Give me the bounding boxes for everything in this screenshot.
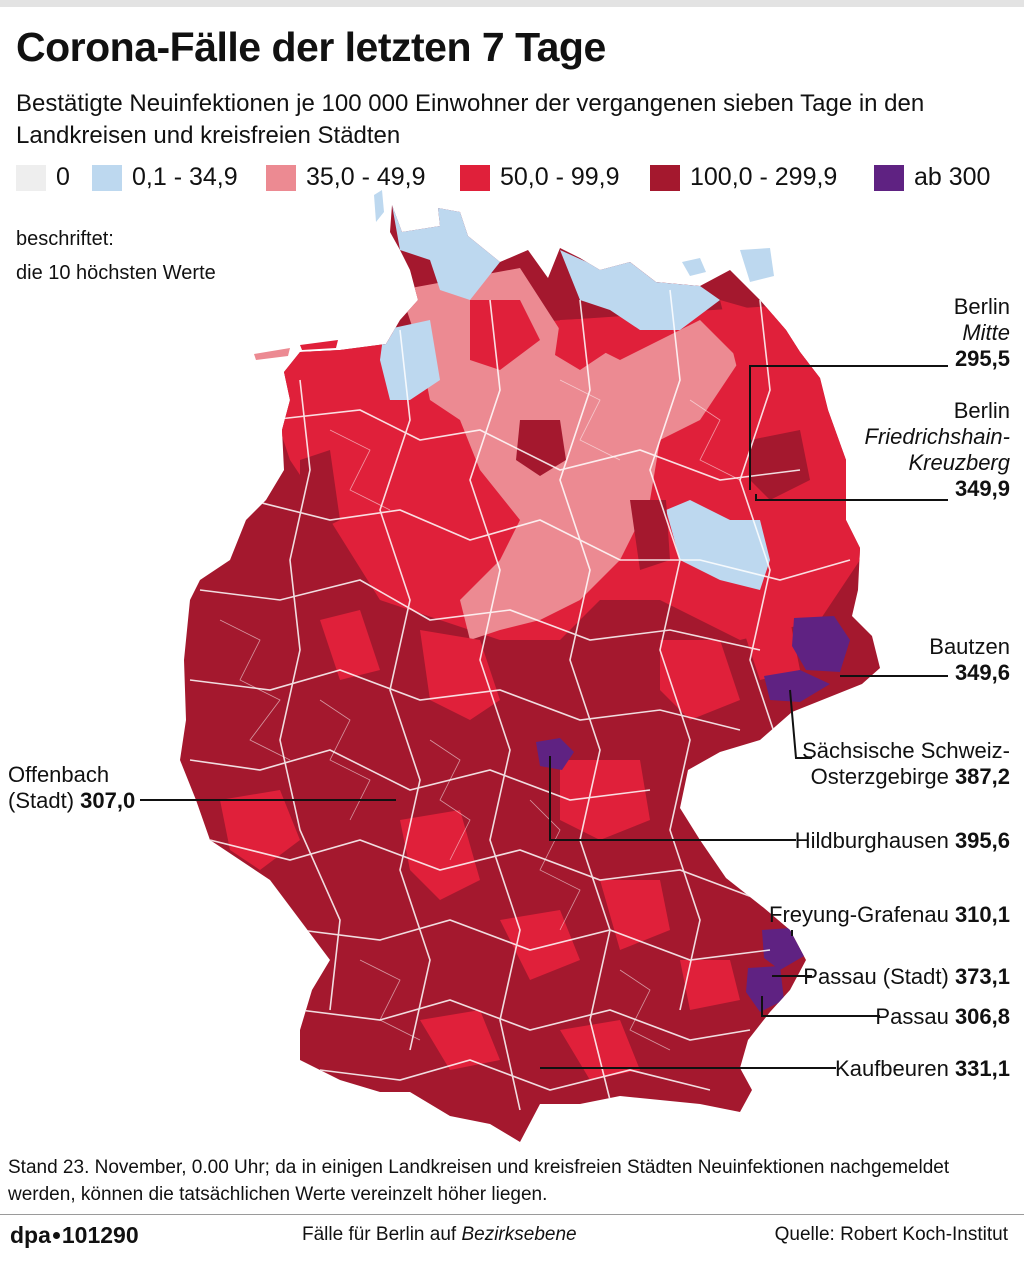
label-berlin-fk: Berlin Friedrichshain- Kreuzberg 349,9 (820, 398, 1011, 502)
label-passau: Passau 306,8 (860, 1004, 1010, 1030)
legend-swatch-0 (16, 165, 46, 191)
label-passau-name: Passau (875, 1004, 949, 1029)
region-uckermark-red (720, 300, 830, 470)
region-schwerin-red (555, 318, 610, 370)
label-freyung: Freyung-Grafenau 310,1 (760, 902, 1010, 928)
footnote: Stand 23. November, 0.00 Uhr; da in eini… (8, 1157, 950, 1205)
label-berlin-mitte-name: Berlin (953, 294, 1010, 319)
label-kaufbeuren-name: Kaufbeuren (835, 1056, 949, 1081)
label-hildburghausen-value: 395,6 (954, 828, 1010, 853)
legend-label-2: 35,0 - 49,9 (306, 163, 426, 191)
label-berlin-fk-district-1: Friedrichshain- (864, 424, 1011, 449)
label-bautzen-value: 349,6 (954, 660, 1010, 685)
region-bautzen (792, 616, 850, 672)
source: Quelle: Robert Koch-Institut (774, 1224, 1008, 1245)
island-usedom (740, 248, 774, 282)
label-saechsische-line-2: Osterzgebirge 387,2 (810, 764, 1010, 789)
label-berlin-fk-district-2: Kreuzberg (908, 450, 1010, 475)
region-rosenheim-red (680, 960, 740, 1010)
graphic-id: 101290 (61, 1222, 139, 1248)
island-sylt (374, 190, 384, 222)
berlin-note: Fälle für Berlin auf Bezirksebene (302, 1224, 577, 1245)
label-offenbach-name-1: Offenbach (8, 762, 110, 787)
label-offenbach-line-2: (Stadt) 307,0 (8, 788, 136, 813)
region-passau (746, 966, 784, 1012)
region-heilbronn-red (400, 810, 480, 900)
label-passau-stadt-name: Passau (Stadt) (803, 964, 949, 989)
label-offenbach: Offenbach (Stadt) 307,0 (8, 762, 135, 814)
region-cuxhaven-blue (380, 320, 440, 400)
region-hamburg-red (470, 300, 540, 370)
label-kaufbeuren: Kaufbeuren 331,1 (820, 1056, 1010, 1082)
legend-swatch-5 (874, 165, 904, 191)
map-title: Corona-Fälle der letzten 7 Tage (16, 24, 606, 70)
label-bautzen: Bautzen 349,6 (860, 634, 1010, 686)
region-berlin-dark (750, 430, 810, 500)
label-hildburghausen: Hildburghausen 395,6 (780, 828, 1010, 854)
region-ulm-red (420, 1010, 500, 1070)
region-vorpommern-blue (560, 250, 720, 330)
island-frisian-east (254, 348, 290, 360)
leader-berlin-fk (755, 494, 948, 501)
label-freyung-name: Freyung-Grafenau (769, 902, 949, 927)
region-saar-red (220, 790, 300, 870)
legend-swatch-1 (92, 165, 122, 191)
dpa-logo: dpa (10, 1222, 51, 1248)
note-line-1: beschriftet: (16, 228, 114, 250)
region-saechsische-schweiz (764, 670, 830, 702)
label-passau-value: 306,8 (954, 1004, 1010, 1029)
legend-label-3: 50,0 - 99,9 (500, 163, 620, 191)
label-berlin-fk-value: 349,9 (954, 476, 1010, 501)
map-regions (180, 205, 880, 1142)
label-hildburghausen-name: Hildburghausen (794, 828, 949, 853)
bottom-rule (0, 1214, 1024, 1215)
label-kaufbeuren-value: 331,1 (954, 1056, 1010, 1081)
legend-label-0: 0 (56, 163, 70, 191)
dpa-brand: dpa 101290 (10, 1222, 139, 1249)
map-subtitle: Bestätigte Neuinfektionen je 100 000 Ein… (16, 90, 925, 149)
region-freyung-grafenau (762, 928, 804, 970)
region-chemnitz-red (660, 640, 740, 720)
label-berlin-fk-name: Berlin (953, 398, 1010, 423)
leader-berlin-mitte (749, 365, 948, 490)
dpa-dot-icon (52, 1231, 60, 1239)
legend-swatch-2 (266, 165, 296, 191)
label-freyung-value: 310,1 (954, 902, 1010, 927)
leader-saechsische (789, 689, 812, 759)
region-augsburg-red (560, 1020, 640, 1080)
region-brandenburg-blue (666, 500, 770, 590)
label-berlin-mitte: Berlin Mitte 295,5 (860, 294, 1010, 372)
region-magdeburg-dark (630, 500, 670, 570)
label-berlin-mitte-district: Mitte (962, 320, 1010, 345)
island-ruegen (682, 258, 706, 276)
legend-label-5: ab 300 (914, 163, 991, 191)
leader-passau (761, 996, 880, 1017)
region-hildburghausen (536, 738, 574, 770)
leader-hildburghausen (549, 756, 796, 841)
island-frisian-mid (300, 340, 338, 350)
label-saechsische: Sächsische Schweiz- Osterzgebirge 387,2 (800, 738, 1010, 790)
legend-swatch-4 (650, 165, 680, 191)
legend-label-4: 100,0 - 299,9 (690, 163, 838, 191)
legend-swatch-3 (460, 165, 490, 191)
top-rule (0, 0, 1024, 7)
label-saechsische-name-1: Sächsische Schweiz- (802, 738, 1010, 763)
district-borders-fine (219, 379, 741, 1051)
label-passau-stadt-value: 373,1 (954, 964, 1010, 989)
label-passau-stadt: Passau (Stadt) 373,1 (790, 964, 1010, 990)
labelled-note: beschriftet: die 10 höchsten Werte (16, 222, 216, 290)
region-hannover-dark (516, 420, 566, 476)
region-siegen-red (320, 610, 380, 680)
label-bautzen-name: Bautzen (929, 634, 1010, 659)
legend-label-1: 0,1 - 34,9 (132, 163, 238, 191)
note-line-2: die 10 höchsten Werte (16, 262, 216, 284)
region-franconia-red (560, 760, 650, 840)
label-berlin-mitte-value: 295,5 (954, 346, 1010, 371)
leader-lines (140, 365, 948, 1069)
